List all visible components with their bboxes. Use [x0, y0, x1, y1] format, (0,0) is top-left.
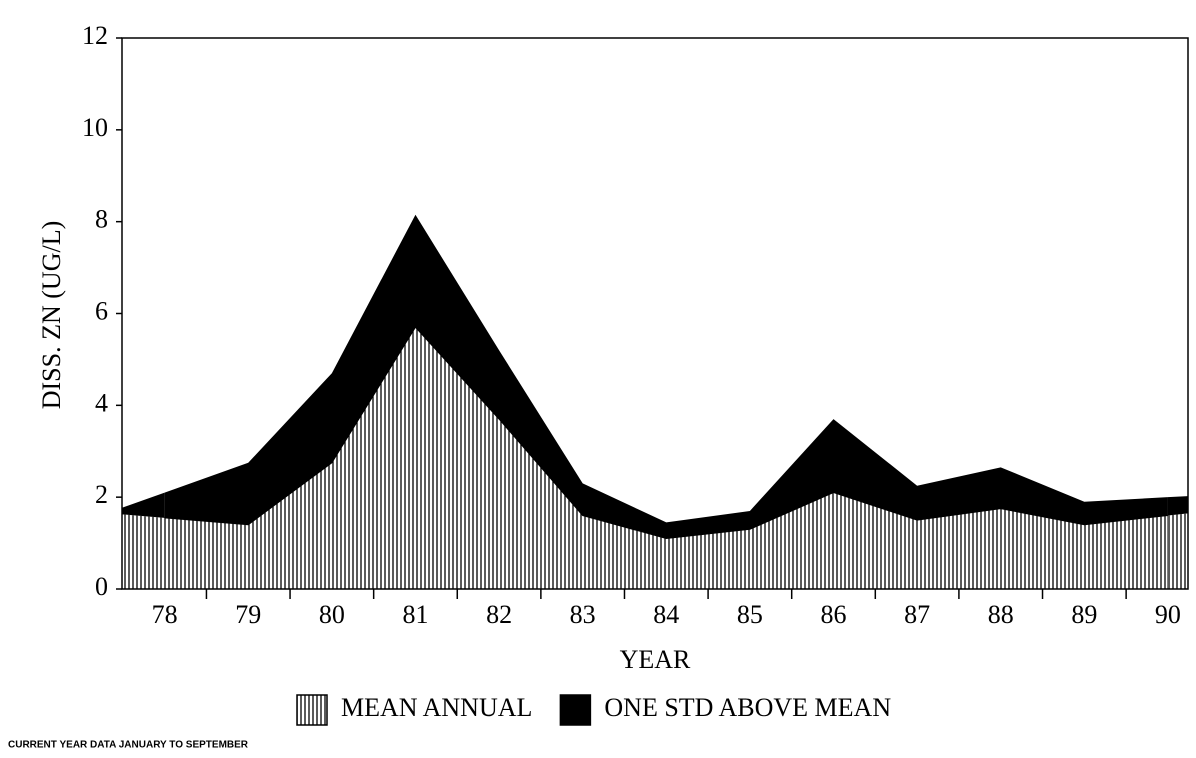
area-edge	[122, 492, 165, 518]
legend-swatch	[559, 694, 592, 726]
y-tick-label: 10	[82, 113, 108, 142]
area	[164, 214, 1168, 539]
x-tick-label: 78	[152, 600, 178, 629]
x-tick-label: 82	[486, 600, 512, 629]
y-tick-label: 0	[95, 572, 108, 601]
x-tick-label: 86	[821, 600, 847, 629]
x-tick-label: 84	[653, 600, 679, 629]
x-tick-label: 88	[988, 600, 1014, 629]
legend-label: ONE STD ABOVE MEAN	[604, 693, 891, 722]
legend-swatch	[296, 694, 328, 726]
y-axis-label: DISS. ZN (UG/L)	[37, 221, 66, 410]
y-tick-label: 2	[95, 480, 108, 509]
x-tick-label: 80	[319, 600, 345, 629]
x-tick-label: 81	[402, 600, 428, 629]
x-tick-label: 85	[737, 600, 763, 629]
x-axis-label: YEAR	[620, 645, 691, 674]
y-tick-label: 8	[95, 205, 108, 234]
area-edge	[1167, 496, 1188, 516]
footnote: CURRENT YEAR DATA JANUARY TO SEPTEMBER	[8, 740, 249, 751]
area-edge	[122, 514, 165, 589]
area-edge	[1167, 513, 1188, 589]
y-tick-label: 6	[95, 296, 108, 325]
x-tick-label: 90	[1155, 600, 1181, 629]
x-tick-label: 89	[1071, 600, 1097, 629]
y-tick-label: 12	[82, 21, 108, 50]
y-tick-label: 4	[95, 388, 108, 417]
x-tick-label: 87	[904, 600, 930, 629]
x-tick-label: 79	[235, 600, 261, 629]
x-tick-label: 83	[570, 600, 596, 629]
legend-label: MEAN ANNUAL	[341, 693, 532, 722]
